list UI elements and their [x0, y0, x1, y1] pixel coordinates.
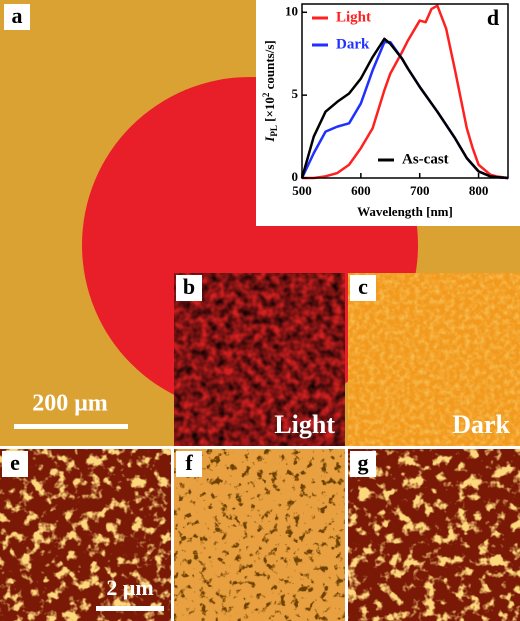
label-box [350, 451, 376, 477]
panel-label: b [183, 274, 195, 299]
y-axis-label-part: counts/s] [262, 40, 277, 92]
y-axis-label-part: 2 [261, 92, 271, 97]
texture [174, 449, 345, 621]
texture [348, 273, 520, 446]
panel-label: a [12, 3, 23, 28]
x-tick-label: 600 [351, 183, 371, 198]
legend-label: Dark [336, 36, 370, 52]
plot-frame [301, 3, 509, 179]
label-box [350, 275, 376, 301]
data-line [302, 4, 509, 180]
y-tick-label: 10 [285, 3, 298, 18]
scale-bar-label: 200 μm [32, 391, 108, 417]
label-box [4, 4, 30, 30]
texture [174, 273, 345, 446]
legend-label: As-cast [402, 151, 449, 167]
chart: d 500 600 700 800 0 5 10 Wavelength [nm] IPL [×10… [261, 3, 509, 219]
y-tick-label: 5 [292, 86, 299, 101]
inset-background [256, 0, 520, 226]
texture [348, 449, 520, 621]
texture [0, 449, 171, 621]
label-box [176, 451, 202, 477]
panel-label: f [185, 450, 193, 475]
y-tick-label: 0 [292, 169, 299, 184]
x-tick-label: 800 [469, 183, 489, 198]
x-tick-label: 700 [410, 183, 430, 198]
y-axis-label-part: [×10 [262, 97, 277, 125]
scale-bar [96, 606, 164, 611]
panel-label: d [487, 5, 499, 30]
panel-label: c [358, 274, 368, 299]
x-axis-label: Wavelength [nm] [357, 204, 453, 219]
scale-bar-label: 2 μm [106, 575, 153, 600]
panel-label: e [10, 450, 20, 475]
legend-label: Light [336, 9, 371, 25]
image-label: Dark [452, 410, 510, 439]
panel-label: g [358, 450, 369, 475]
image-label: Light [274, 410, 335, 439]
scale-bar [14, 424, 128, 429]
x-tick-label: 500 [292, 183, 312, 198]
data-line [300, 37, 509, 180]
label-box [2, 451, 28, 477]
y-axis-label: IPL [×102 counts/s] [261, 40, 279, 142]
y-axis-label-part: I [262, 136, 277, 143]
y-axis-label-part: PL [269, 125, 279, 137]
label-box [176, 275, 202, 301]
